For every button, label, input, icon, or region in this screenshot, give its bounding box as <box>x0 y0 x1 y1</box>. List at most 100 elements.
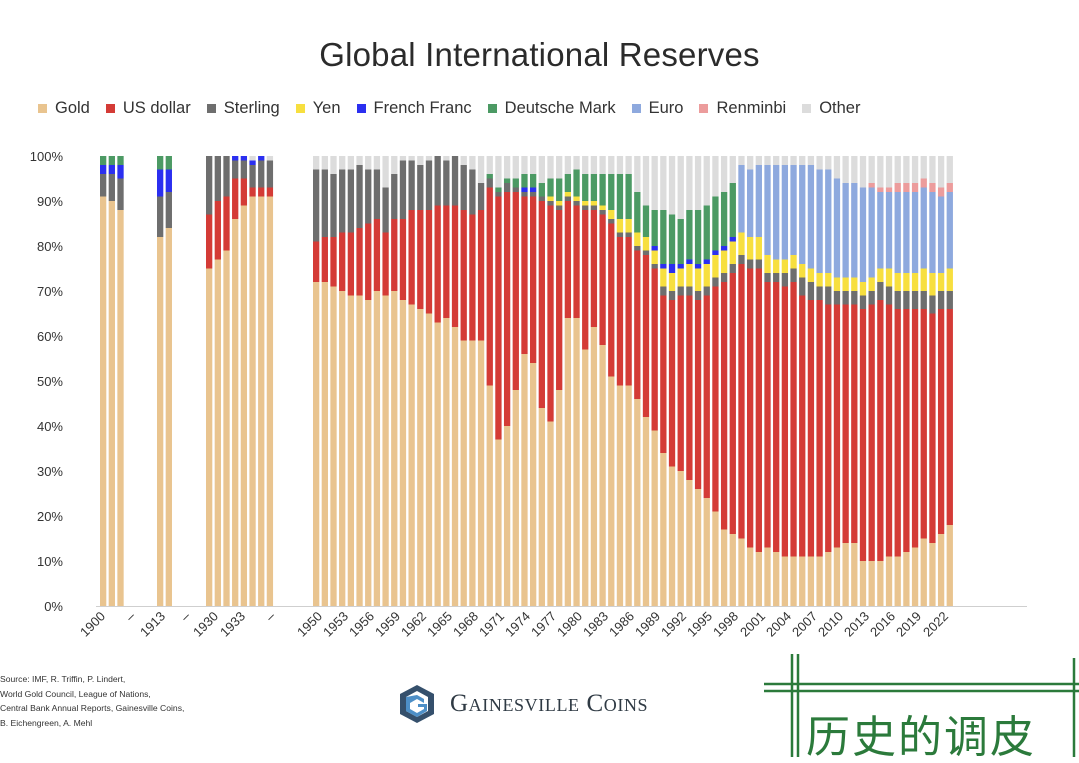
bar-segment-other <box>321 156 328 170</box>
bar-segment-other <box>547 156 554 179</box>
bar-segment-yen <box>946 268 953 291</box>
bar-segment-yen <box>668 273 676 291</box>
bar-1900 <box>108 156 115 606</box>
bar-1899 <box>100 156 107 606</box>
bar-segment-euro <box>911 192 919 273</box>
bar-segment-other <box>885 156 893 188</box>
bar-segment-us-dollar <box>223 196 230 251</box>
bar-1995 <box>703 156 710 606</box>
legend-swatch <box>699 103 709 113</box>
bar-segment-other <box>625 156 632 174</box>
bar-1929 <box>214 156 221 606</box>
bar-segment-french-franc <box>712 250 719 255</box>
bar-segment-gold <box>108 201 115 606</box>
bar-segment-us-dollar <box>885 304 893 557</box>
bar-segment-us-dollar <box>556 210 563 390</box>
bar-2018 <box>903 156 910 606</box>
bar-segment-gold <box>330 286 337 606</box>
bar-segment-yen <box>686 264 693 287</box>
bar-segment-us-dollar <box>877 300 884 561</box>
bar-segment-other <box>249 156 256 161</box>
legend-item-other: Other <box>802 99 860 118</box>
bar-segment-gold <box>538 408 545 606</box>
bar-segment-us-dollar <box>495 196 502 440</box>
bar-segment-deutsche-mark <box>625 174 632 219</box>
bar-segment-us-dollar <box>616 237 624 386</box>
bar-segment-sterling <box>712 277 719 287</box>
bar-segment-gold <box>460 340 467 606</box>
bar-segment-us-dollar <box>729 273 736 534</box>
bar-segment-us-dollar <box>720 282 728 530</box>
bar-segment-other <box>391 156 398 174</box>
bar-segment-sterling <box>460 165 467 210</box>
bar-segment-us-dollar <box>564 201 572 318</box>
bar-segment-gold <box>755 552 762 606</box>
x-tick-label: 1992 <box>658 609 689 640</box>
bar-segment-other <box>755 156 762 165</box>
bar-segment-sterling <box>825 286 832 305</box>
bar-segment-sterling <box>347 169 355 233</box>
bar-1979 <box>564 156 572 606</box>
bar-segment-gold <box>894 556 901 606</box>
bar-segment-us-dollar <box>773 282 780 552</box>
bar-1974 <box>521 156 528 606</box>
bar-segment-sterling <box>223 156 230 197</box>
bar-segment-renminbi <box>920 178 927 188</box>
bar-segment-sterling <box>738 255 745 264</box>
bar-segment-french-franc <box>249 160 256 165</box>
bar-segment-sterling <box>851 291 858 305</box>
bar-segment-us-dollar <box>434 205 441 323</box>
bar-segment-sterling <box>100 174 107 197</box>
bar-1980 <box>573 156 580 606</box>
bar-segment-euro <box>738 165 745 233</box>
bar-segment-sterling <box>321 169 328 237</box>
x-tick-label: 1989 <box>632 609 663 640</box>
bar-segment-sterling <box>258 160 265 188</box>
bar-1998 <box>729 156 736 606</box>
bar-segment-other <box>399 156 407 161</box>
bar-1988 <box>642 156 650 606</box>
legend-swatch <box>105 103 115 113</box>
bar-segment-yen <box>738 232 745 255</box>
bar-segment-gold <box>417 309 424 606</box>
bar-segment-gold <box>266 196 274 606</box>
bar-segment-french-franc <box>720 246 728 251</box>
bar-segment-sterling <box>703 286 710 296</box>
bar-segment-euro <box>868 187 875 278</box>
legend-label: Other <box>819 98 861 117</box>
bar-segment-french-franc <box>660 264 667 269</box>
bar-segment-us-dollar <box>373 219 381 291</box>
x-tick-label: 2010 <box>815 609 846 640</box>
bar-segment-us-dollar <box>538 201 545 408</box>
bar-segment-sterling <box>764 273 771 282</box>
bar-segment-gold <box>486 385 493 606</box>
bar-segment-sterling <box>642 250 650 255</box>
x-tick-label: 1913 <box>137 609 168 640</box>
x-tick-label: 1900 <box>77 609 108 640</box>
bar-1931 <box>232 156 239 606</box>
bar-segment-euro <box>842 183 849 278</box>
bar-segment-sterling <box>911 291 919 309</box>
bar-segment-us-dollar <box>660 295 667 453</box>
x-tick-label: 1974 <box>502 609 533 640</box>
bar-segment-other <box>408 156 415 161</box>
bar-segment-yen <box>894 273 901 291</box>
bar-segment-renminbi <box>937 187 945 197</box>
bar-segment-other <box>365 156 372 170</box>
bar-segment-gold <box>240 205 248 606</box>
x-tick-label: 1933 <box>217 609 248 640</box>
y-tick-label: 60% <box>37 329 63 344</box>
bar-segment-us-dollar <box>747 268 754 548</box>
bar-segment-deutsche-mark <box>634 192 641 233</box>
bar-segment-sterling <box>694 291 702 300</box>
bar-segment-sterling <box>249 165 256 188</box>
bar-segment-euro <box>773 165 780 260</box>
bar-segment-gold <box>911 547 919 606</box>
bar-segment-gold <box>495 439 502 606</box>
bar-segment-gold <box>391 291 398 606</box>
source-line: B. Eichengreen, A. Mehl <box>0 717 93 728</box>
bar-segment-deutsche-mark <box>108 156 115 165</box>
bar-segment-us-dollar <box>240 178 248 206</box>
bar-segment-french-franc <box>703 259 710 264</box>
bar-segment-us-dollar <box>547 205 554 422</box>
